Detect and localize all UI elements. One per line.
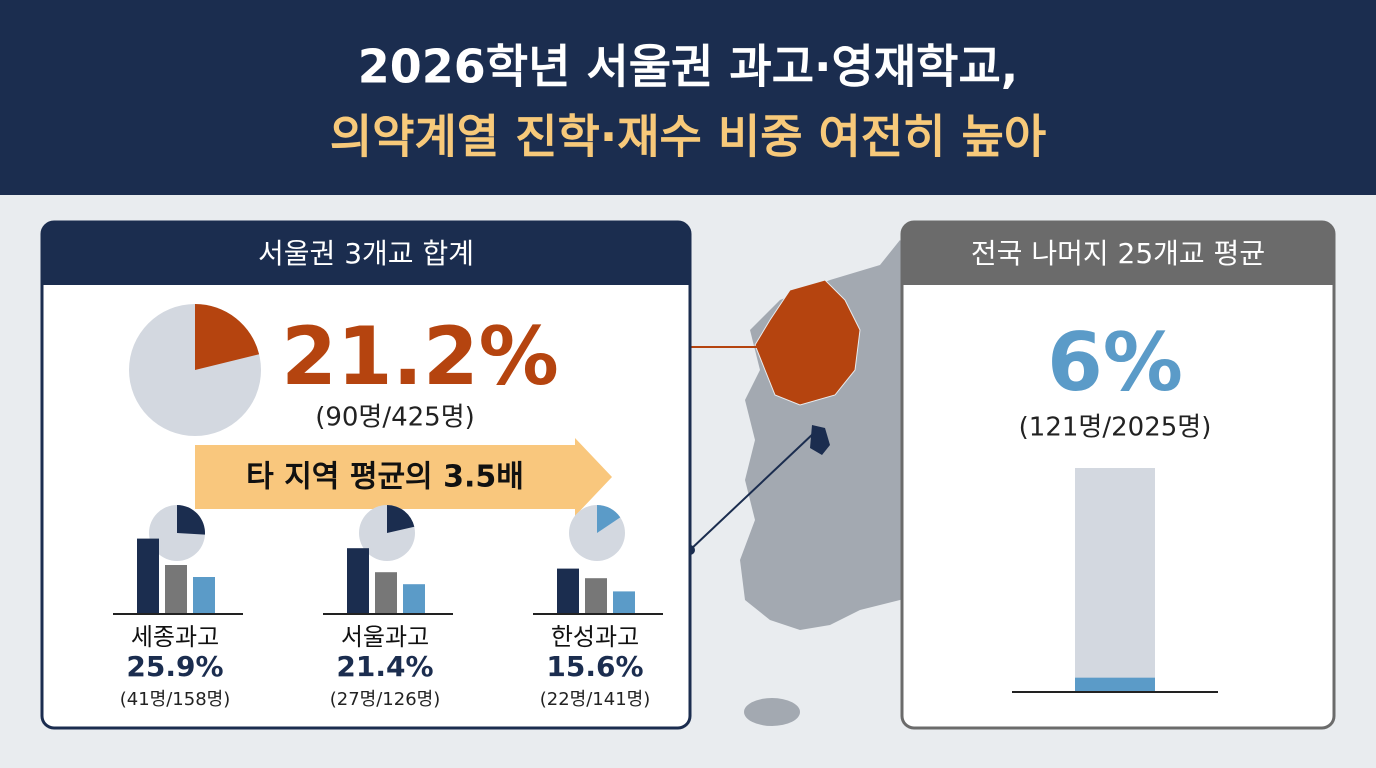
seoul-panel-header [42,222,690,285]
share-bar [1075,677,1155,691]
decor-bar [403,584,425,613]
nation-rate: 6% [1047,316,1183,409]
school-name: 서울과고 [341,623,429,651]
school-rate: 15.6% [546,650,643,683]
nation-counts: (121명/2025명) [1019,413,1212,443]
school-rate: 21.4% [336,650,433,683]
pie-slice [195,304,260,370]
seoul-rate: 21.2% [281,310,559,403]
map-seoul-region [754,279,861,406]
seoul-heading: 서울권 3개교 합계 [258,237,474,270]
school-rate: 25.9% [126,650,223,683]
nation-panel-header [902,222,1334,285]
title-line1: 2026학년 서울권 과고·영재학교, [358,40,1019,94]
school-name: 세종과고 [131,623,219,651]
connector-line [689,431,816,551]
header-bg [0,0,1376,195]
seoul-counts: (90명/425명) [315,403,475,433]
decor-bar [165,565,187,613]
pie-slice [177,505,205,535]
school-counts: (27명/126명) [330,689,441,710]
decor-bar [347,548,369,613]
decor-bar [585,578,607,613]
decor-bar [557,568,579,613]
school-counts: (41명/158명) [120,689,231,710]
pie-slice [597,505,621,533]
school-counts: (22명/141명) [540,689,651,710]
nation-heading: 전국 나머지 25개교 평균 [971,237,1265,270]
map-jeju [744,698,800,726]
callout: 타 지역 평균의 3.5배 [246,460,524,495]
decor-bar [375,572,397,613]
pie-slice [387,505,415,533]
decor-bar [137,538,159,613]
decor-bar [193,577,215,613]
share-bar-bg [1075,468,1155,691]
school-name: 한성과고 [551,623,639,651]
decor-bar [613,591,635,613]
callout-arrow [195,438,612,516]
title-line2: 의약계열 진학·재수 비중 여전히 높아 [330,110,1046,164]
